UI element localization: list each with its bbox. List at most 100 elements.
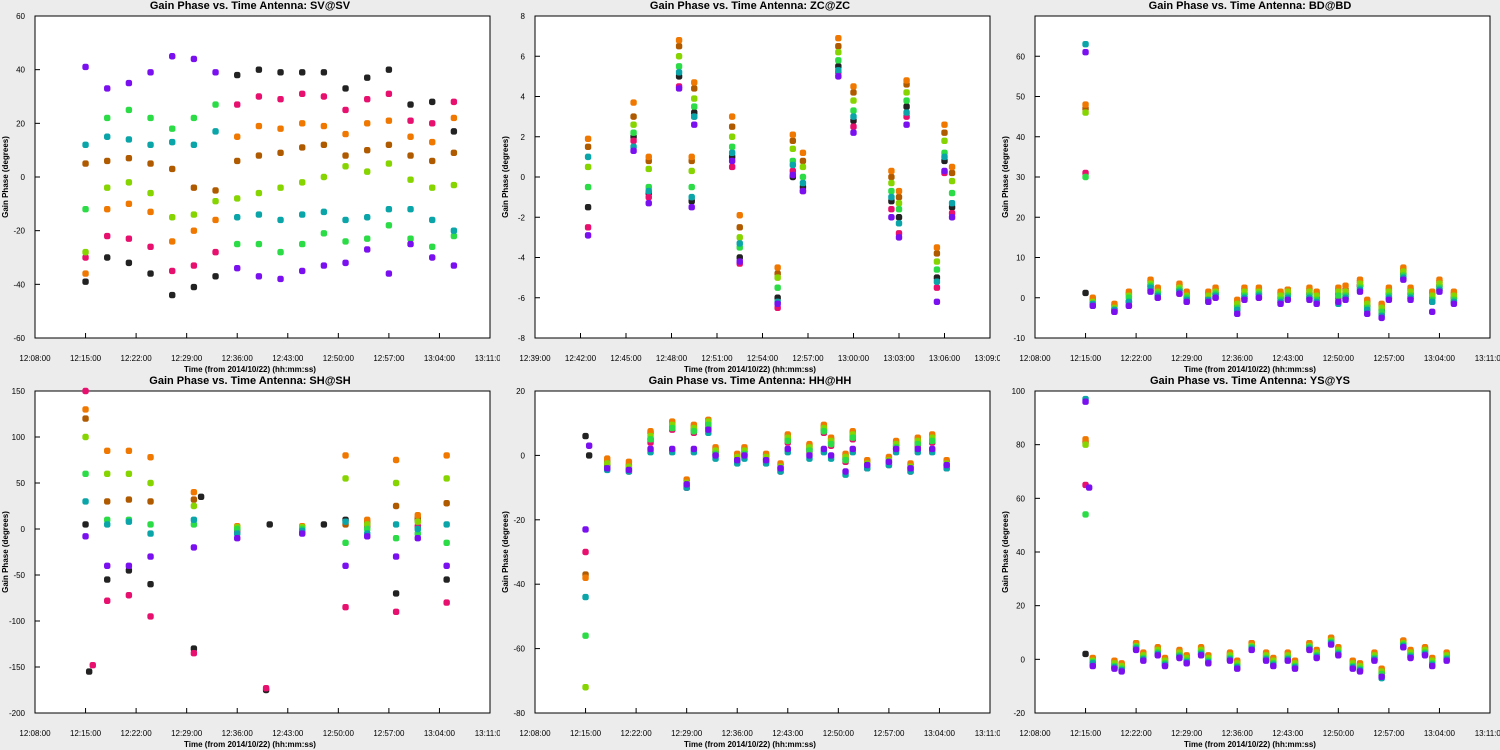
data-point [690, 428, 698, 435]
data-point [895, 206, 903, 213]
data-point [147, 553, 154, 560]
data-point [342, 259, 349, 267]
data-point [277, 149, 284, 157]
data-point [1306, 646, 1313, 654]
data-point [1089, 662, 1096, 670]
x-axis-label: Time (from 2014/10/22) (hh:mm:ss) [184, 740, 316, 749]
y-tick-label: 8 [521, 12, 526, 21]
data-point [320, 141, 328, 148]
data-point [147, 479, 154, 487]
data-point [277, 69, 284, 76]
data-point [443, 576, 450, 583]
data-point [604, 460, 611, 467]
data-point [850, 83, 857, 90]
data-point [277, 184, 284, 191]
data-point [806, 452, 813, 459]
data-point [1197, 652, 1205, 659]
data-point [1349, 665, 1356, 672]
data-point [190, 262, 198, 269]
data-point [429, 243, 436, 250]
x-tick-label: 12:29:00 [671, 729, 703, 738]
data-point [125, 259, 133, 267]
data-point [850, 89, 857, 96]
y-tick-label: -8 [518, 334, 526, 343]
panel-zc: Gain Phase vs. Time Antenna: ZC@ZC Time (… [500, 0, 1000, 375]
data-point [1327, 641, 1335, 648]
data-point [147, 530, 154, 537]
x-tick-label: 12:22:00 [121, 729, 153, 738]
data-point [190, 489, 198, 496]
y-tick-label: 0 [521, 451, 526, 460]
data-point [1371, 657, 1378, 664]
data-point [585, 452, 593, 459]
chart-title: Gain Phase vs. Time Antenna: BD@BD [1149, 0, 1352, 12]
data-point [789, 161, 797, 169]
data-point [82, 415, 89, 422]
data-point [584, 143, 592, 151]
data-point [1277, 300, 1284, 307]
data-point [1226, 657, 1234, 664]
data-point [234, 195, 241, 202]
data-point [104, 85, 111, 92]
x-tick-label: 12:43:00 [272, 354, 304, 363]
data-point [1450, 300, 1458, 307]
data-point [450, 98, 458, 106]
data-point [342, 604, 349, 611]
data-point [1400, 644, 1407, 651]
data-point [450, 128, 458, 135]
data-point [82, 433, 89, 441]
plot-area [34, 390, 491, 714]
data-point [443, 452, 450, 459]
data-point [728, 163, 736, 171]
x-axis-label: Time (from 2014/10/22) (hh:mm:ss) [184, 365, 316, 374]
y-tick-label: 50 [1016, 93, 1025, 102]
data-point [342, 452, 349, 459]
data-point [1082, 101, 1089, 108]
data-point [1111, 308, 1118, 316]
data-point [1378, 673, 1385, 680]
data-point [903, 109, 910, 116]
data-point [234, 240, 241, 248]
data-point [1205, 660, 1212, 667]
data-point [688, 153, 695, 161]
data-point [385, 222, 393, 229]
data-point [1234, 310, 1241, 318]
data-point [342, 238, 349, 245]
y-tick-label: 0 [21, 525, 26, 534]
series-7 [584, 73, 956, 307]
data-point [190, 496, 198, 503]
data-point [1429, 662, 1436, 670]
y-tick-label: 80 [1016, 441, 1025, 450]
x-tick-label: 12:36:00 [222, 729, 254, 738]
data-point [407, 101, 414, 108]
data-point [888, 206, 895, 213]
x-axis-label: Time (from 2014/10/22) (hh:mm:ss) [1184, 365, 1316, 374]
panel-bd: Gain Phase vs. Time Antenna: BD@BD Time (… [1000, 0, 1500, 375]
data-point [1183, 298, 1190, 305]
data-point [929, 437, 936, 445]
x-tick-label: 13:04:00 [1424, 354, 1456, 363]
data-point [712, 452, 719, 459]
data-point [892, 445, 900, 453]
data-point [197, 493, 205, 500]
data-point [1212, 294, 1219, 301]
data-point [364, 95, 371, 103]
y-tick-label: 0 [1021, 294, 1026, 303]
data-point [364, 120, 371, 127]
data-point [147, 613, 154, 620]
x-tick-label: 12:29:00 [1171, 354, 1203, 363]
data-point [82, 278, 89, 285]
data-point [895, 214, 903, 221]
x-tick-label: 12:50:00 [823, 729, 855, 738]
data-point [1407, 296, 1414, 303]
data-point [728, 133, 736, 140]
y-tick-label: 0 [521, 173, 526, 182]
y-tick-label: -80 [513, 709, 525, 718]
y-tick-label: 0 [21, 173, 26, 182]
data-point [827, 440, 835, 448]
y-tick-label: 150 [12, 387, 26, 396]
series-7 [1082, 49, 1458, 322]
data-point [234, 133, 241, 140]
data-point [392, 456, 400, 464]
series-4 [82, 160, 458, 256]
